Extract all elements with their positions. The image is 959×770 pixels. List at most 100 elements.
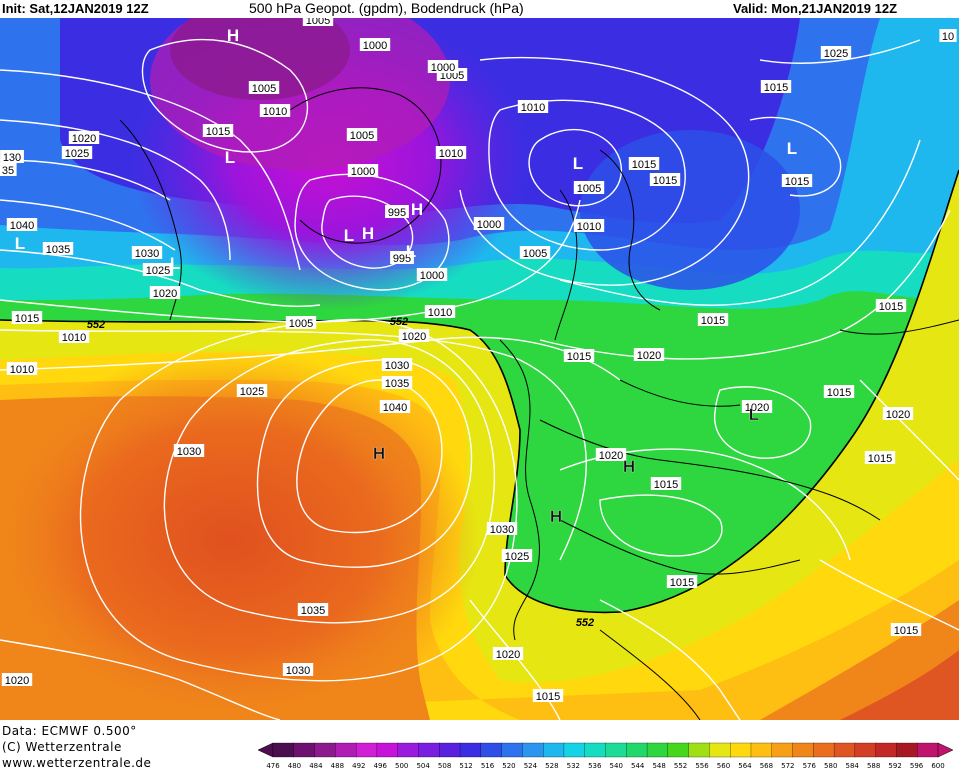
isobar-label-box: [666, 575, 698, 588]
warm-core: [0, 350, 480, 720]
isobar-label-box: [142, 263, 174, 276]
isobar-label-box: [0, 150, 24, 163]
isobar-label-box: [649, 173, 681, 186]
colorbar-swatch: [480, 742, 503, 758]
colorbar-tick-label: 492: [352, 762, 366, 770]
isobar-labels: 1005 1000 1005 1010 1015 1020 1025 1040 1035 1030…: [0, 18, 957, 703]
isobar-label-box: [697, 313, 729, 326]
colorbar-swatch: [709, 742, 731, 758]
colorbar-swatch: [813, 742, 835, 758]
valid-time: Valid: Mon,21JAN2019 12Z: [733, 1, 898, 16]
colorbar-tick-label: 548: [652, 762, 666, 770]
isobar-label-box: [416, 268, 448, 281]
isobar-label: 1015: [701, 315, 725, 327]
colorbar-tick-label: 544: [630, 762, 645, 770]
isobars: [0, 38, 959, 720]
colorbar-swatch: [439, 742, 461, 758]
isobar-label-box: [427, 60, 459, 73]
low-pressure-center: L: [573, 154, 583, 173]
colorbar-swatch: [355, 742, 378, 758]
isobar-label: 1020: [5, 675, 29, 687]
isobar-label-box: [381, 358, 413, 371]
colorbar-tick-label: 516: [480, 762, 495, 770]
isobar-label: 1010: [439, 148, 463, 160]
isobar-label-box: [236, 384, 268, 397]
isobar-label-box: [486, 522, 518, 535]
colorbar-swatch: [501, 742, 524, 758]
isobar-label-box: [68, 131, 100, 144]
isobar-label-box: [6, 362, 38, 375]
isobar-label-box: [939, 29, 957, 42]
colorbar-swatch: [833, 742, 856, 758]
isobar-label: 1010: [263, 106, 287, 118]
isobar-label: 1035: [385, 378, 409, 390]
height-labels: 552 552 552: [87, 316, 594, 629]
isobar-label: 1040: [10, 220, 34, 232]
isobar-label: 1015: [567, 351, 591, 363]
low-pressure-center: L: [344, 226, 354, 245]
init-time: Init: Sat,12JAN2019 12Z: [2, 1, 149, 16]
isobar-label: 1020: [72, 133, 96, 145]
colorbar-tick-label: 488: [330, 762, 345, 770]
isobar-label: 1035: [46, 244, 70, 256]
colorbar-swatch: [646, 742, 669, 758]
isobar-label-box: [347, 164, 379, 177]
isobar-label: 995: [388, 207, 406, 219]
isobar-label: 1020: [496, 649, 520, 661]
isobar-label: 1005: [289, 318, 313, 330]
isobar-label: 1005: [350, 130, 374, 142]
isobar-label: 1015: [785, 176, 809, 188]
colorbar-swatch: [522, 742, 544, 758]
colorbar-tick-label: 596: [909, 762, 924, 770]
isobar-label: 1010: [10, 364, 34, 376]
isobar-label: 995: [393, 253, 411, 265]
isobar-label-box: [633, 348, 665, 361]
low-pressure-center: L: [15, 234, 25, 253]
colorbar-swatch: [335, 742, 357, 758]
isobar-label: 1010: [428, 307, 452, 319]
colorbar-tick-label: 564: [738, 762, 752, 770]
website: www.wetterzentrale.de: [2, 756, 152, 770]
isobar-label: 1005: [577, 183, 601, 195]
isobar-label: 1020: [745, 402, 769, 414]
colorbar-tick-label: 476: [266, 762, 280, 770]
colorbar-tick-label: 556: [695, 762, 709, 770]
high-pressure-center: H: [411, 200, 423, 219]
isobar-label-box: [6, 218, 38, 231]
colorbar-tick-label: 572: [781, 762, 795, 770]
isobar-label-box: [501, 549, 533, 562]
colorbar-swatch: [584, 742, 607, 758]
isobar-label: 1000: [477, 219, 501, 231]
isobar-label-box: [628, 157, 660, 170]
colorbar-swatch: [563, 742, 586, 758]
isobar-label: 1000: [431, 62, 455, 74]
low-pressure-center: L: [406, 242, 416, 261]
colorbar-swatch: [314, 742, 336, 758]
colorbar-swatch: [459, 742, 482, 758]
isobar-label: 1025: [65, 148, 89, 160]
isobar-label-box: [149, 286, 181, 299]
isobar-label-box: [435, 146, 467, 159]
isobar-label-box: [259, 104, 291, 117]
colorbar-tick-label: 508: [437, 762, 452, 770]
colorbar-swatch: [667, 742, 690, 758]
isobar-label: 1020: [153, 288, 177, 300]
data-source: Data: ECMWF 0.500°: [2, 724, 137, 738]
colorbar-left-arrow: [258, 742, 274, 758]
isobar-label: 1015: [632, 159, 656, 171]
isobar-label: 1005: [252, 83, 276, 95]
isobar-label-box: [1, 673, 33, 686]
height-contour-label: 552: [390, 316, 408, 328]
low-pressure-center: L: [225, 148, 235, 167]
isobar-label-box: [532, 689, 564, 702]
isobar-label-box: [297, 603, 329, 616]
isobar-label-box: [346, 128, 378, 141]
isobar-label: 1030: [490, 524, 514, 536]
colorbar-swatch: [750, 742, 773, 758]
isobar-label: 1015: [879, 301, 903, 313]
isobar-label: 35: [2, 165, 14, 177]
colorbar-swatch: [917, 742, 939, 758]
isobar-label: 1015: [206, 126, 230, 138]
isobar-label: 1015: [868, 453, 892, 465]
